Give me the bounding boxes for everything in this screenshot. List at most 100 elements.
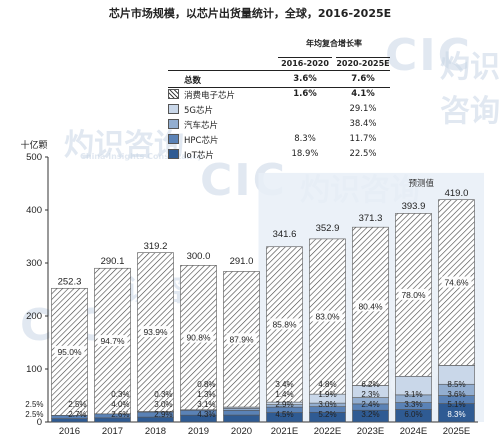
consumer-share-label: 90.8% xyxy=(186,333,211,343)
bar-segment xyxy=(223,414,260,423)
legend-swatch xyxy=(168,119,179,129)
legend-series-name: 消费电子芯片 xyxy=(184,91,236,101)
cagr-value-2020-2025E: 22.5% xyxy=(349,149,377,159)
label-backdrop xyxy=(97,335,128,347)
bar-total-label: 300.0 xyxy=(187,251,211,262)
segment-share-label: 2.6% xyxy=(111,410,129,419)
x-tick-label: 2025E xyxy=(443,426,470,437)
cagr-value-2020-2025E: 7.6% xyxy=(351,74,375,84)
x-tick-label: 2019 xyxy=(188,426,209,437)
segment-share-label: 4.0% xyxy=(111,400,129,409)
x-tick-label: 2021E xyxy=(271,426,298,437)
cagr-value-2020-2025E: 4.1% xyxy=(351,89,375,99)
cagr-value-2016-2020: 8.3% xyxy=(294,134,316,144)
x-tick-label: 2016 xyxy=(59,426,80,437)
segment-share-label: 3.0% xyxy=(154,400,172,409)
segment-share-label: 3.2% xyxy=(361,410,379,419)
legend-series-name: HPC芯片 xyxy=(184,136,219,146)
segment-share-label: 1.4% xyxy=(275,390,293,399)
consumer-share-label: 94.7% xyxy=(100,336,125,346)
forecast-label: 预测值 xyxy=(409,178,435,189)
cagr-value-2020-2025E: 11.7% xyxy=(349,134,377,144)
segment-share-label: 3.4% xyxy=(275,380,293,389)
legend-swatch xyxy=(168,89,179,99)
x-tick-label: 2020 xyxy=(231,426,252,437)
segment-share-label: 2.5% xyxy=(25,410,43,419)
bar-segment xyxy=(51,418,88,423)
label-backdrop xyxy=(355,300,386,312)
segment-share-label: 2.9% xyxy=(275,400,293,409)
segment-share-label: 3.6% xyxy=(447,390,465,399)
segment-share-label: 2.7% xyxy=(68,410,86,419)
cagr-value-2020-2025E: 29.1% xyxy=(349,104,377,114)
segment-share-label: 3.1% xyxy=(404,390,422,399)
legend-series-name: IoT芯片 xyxy=(184,151,214,161)
consumer-share-label: 78.0% xyxy=(401,290,426,300)
bar-total-label: 252.3 xyxy=(58,276,82,287)
segment-share-label: 2.5% xyxy=(25,400,43,409)
y-tick-label: 300 xyxy=(26,258,42,269)
bar-total-label: 419.0 xyxy=(445,188,469,199)
cagr-row: 消费电子芯片 1.6% 4.1% xyxy=(168,87,390,103)
segment-share-label: 3.1% xyxy=(197,400,215,409)
chart-title: 芯片市场规模，以芯片出货量统计，全球，2016-2025E xyxy=(108,7,392,20)
legend-swatch xyxy=(168,134,179,144)
label-backdrop xyxy=(54,345,85,357)
segment-share-label: 6.2% xyxy=(361,380,379,389)
segment-share-label: 4.3% xyxy=(197,410,215,419)
segment-share-label: 8.3% xyxy=(447,410,465,419)
segment-share-label: 3.0% xyxy=(318,400,336,409)
label-backdrop xyxy=(398,288,429,300)
consumer-share-label: 93.9% xyxy=(143,327,168,337)
segment-share-label: 4.8% xyxy=(318,380,336,389)
consumer-share-label: 85.8% xyxy=(272,319,297,329)
legend-series-name: 5G芯片 xyxy=(184,106,213,116)
cagr-row: 5G芯片 29.1% xyxy=(168,102,390,118)
segment-share-label: 0.3% xyxy=(111,390,129,399)
y-tick-label: 200 xyxy=(26,311,42,322)
legend-swatch xyxy=(168,149,179,159)
label-backdrop xyxy=(226,333,257,345)
segment-share-label: 1.3% xyxy=(197,390,215,399)
consumer-share-label: 80.4% xyxy=(358,301,383,311)
segment-share-label: 0.8% xyxy=(197,380,215,389)
cagr-rule xyxy=(168,70,390,71)
cagr-row-rule xyxy=(168,87,390,88)
cagr-value-2016-2020: 3.6% xyxy=(293,74,317,84)
segment-share-label: 1.9% xyxy=(318,390,336,399)
segment-share-label: 0.3% xyxy=(154,390,172,399)
cagr-value-2016-2020: 1.6% xyxy=(293,89,317,99)
x-tick-label: 2022E xyxy=(314,426,341,437)
cagr-period-2: 2020-2025E xyxy=(336,57,390,68)
cagr-row: IoT芯片 18.9% 22.5% xyxy=(168,147,390,163)
bar-total-label: 291.0 xyxy=(230,256,254,267)
y-tick-label: 400 xyxy=(26,205,42,216)
cagr-period-1: 2016-2020 xyxy=(278,57,332,68)
y-tick-label: 0 xyxy=(37,417,42,428)
x-tick-label: 2024E xyxy=(400,426,427,437)
segment-share-label: 2.9% xyxy=(154,410,172,419)
bar-total-label: 341.6 xyxy=(273,229,297,240)
bar-total-label: 393.9 xyxy=(402,201,426,212)
x-tick-label: 2018 xyxy=(145,426,166,437)
y-axis-label: 十亿颗 xyxy=(20,139,47,151)
consumer-share-label: 95.0% xyxy=(57,347,82,357)
bar-total-label: 371.3 xyxy=(359,213,383,224)
consumer-share-label: 87.9% xyxy=(229,334,254,344)
legend-series-name: 总数 xyxy=(184,76,202,86)
segment-share-label: 8.5% xyxy=(447,380,465,389)
cagr-value-2016-2020: 18.9% xyxy=(291,149,319,159)
legend-series-name: 汽车芯片 xyxy=(184,121,219,131)
cagr-row: 总数 3.6% 7.6% xyxy=(168,72,390,88)
segment-share-label: 2.5% xyxy=(68,400,86,409)
bar-total-label: 290.1 xyxy=(101,256,125,267)
label-backdrop xyxy=(269,318,300,330)
legend-swatch xyxy=(168,104,179,114)
segment-share-label: 2.4% xyxy=(361,400,379,409)
segment-share-label: 5.1% xyxy=(447,400,465,409)
label-backdrop xyxy=(140,326,171,338)
segment-share-label: 4.5% xyxy=(275,410,293,419)
consumer-share-label: 83.0% xyxy=(315,312,340,322)
label-backdrop xyxy=(312,310,343,322)
